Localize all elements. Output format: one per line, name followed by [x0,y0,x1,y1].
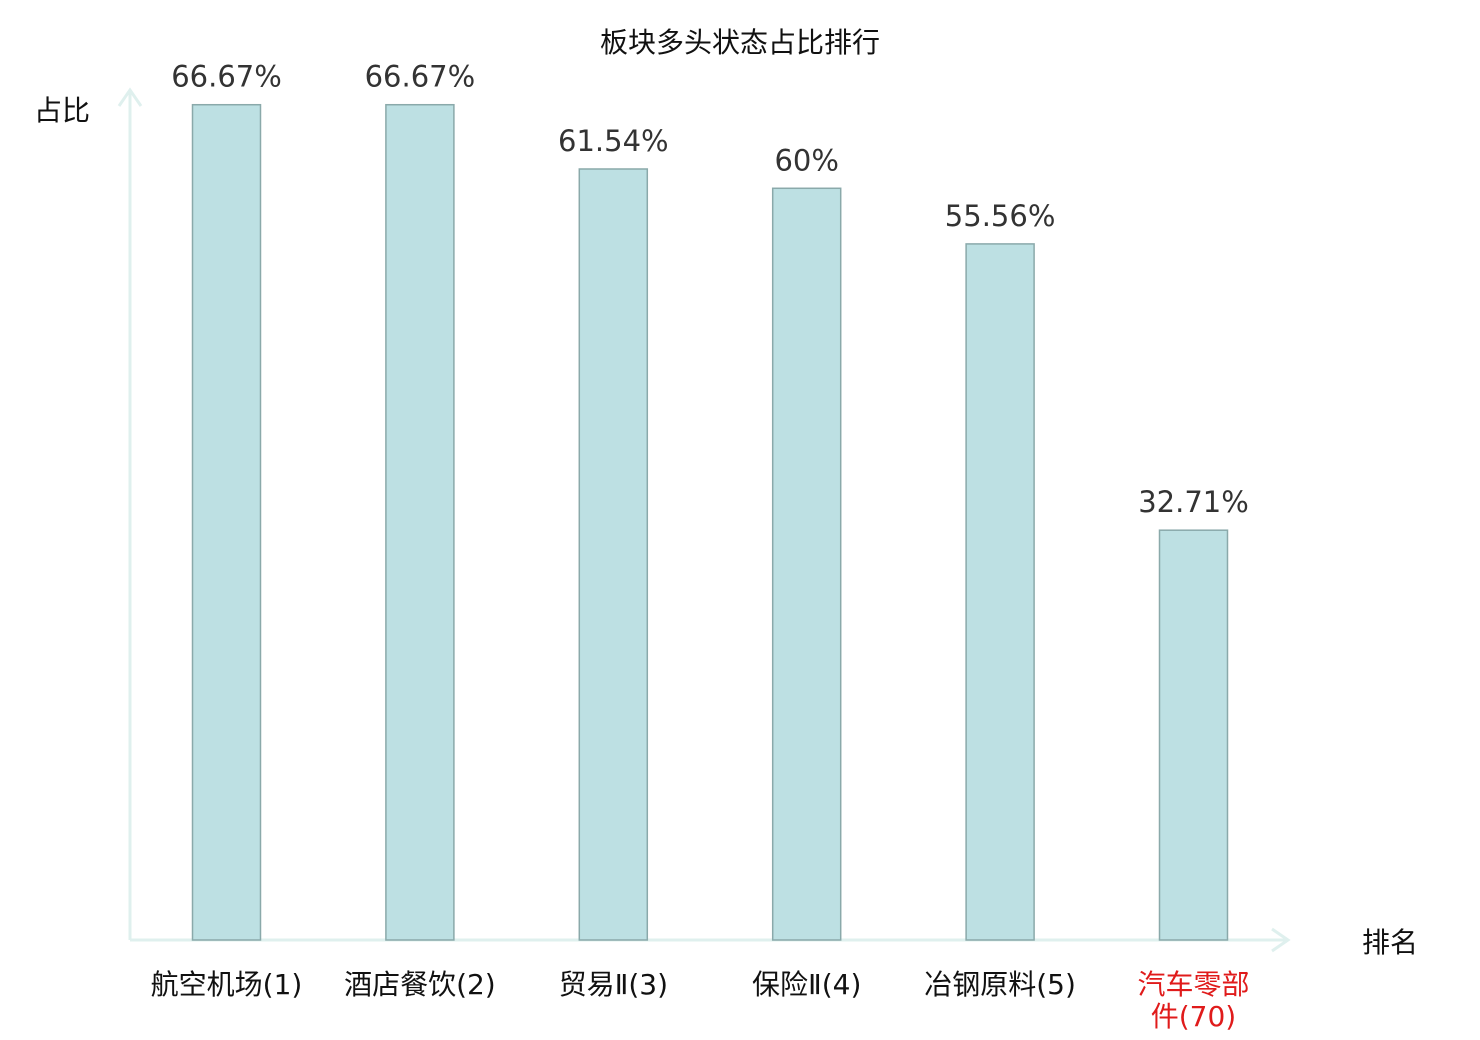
bars-group [191,103,1229,941]
bar-4 [771,187,842,941]
x-axis [130,927,1291,953]
x-tick-label-1: 航空机场(1) [151,968,303,1001]
y-axis [117,87,143,940]
data-label-6: 32.71% [1138,485,1249,519]
chart-title: 板块多头状态占比排行 [600,26,880,59]
data-label-5: 55.56% [945,199,1056,233]
y-axis-label: 占比 [34,94,90,127]
data-label-2: 66.67% [365,60,476,94]
data-label-1: 66.67% [171,60,282,94]
x-tick-labels-group: 航空机场(1) 酒店餐饮(2) 贸易Ⅱ(3) 保险Ⅱ(4) 冶钢原料(5) 汽车零部件(7… [151,968,1250,1033]
x-tick-label-5: 冶钢原料(5) [924,968,1076,1001]
bar-6 [1158,529,1229,941]
x-tick-label-3: 贸易Ⅱ(3) [559,968,668,1001]
data-labels-group: 66.67% 66.67% 61.54% 60% 55.56% 32.71% [171,60,1249,519]
data-label-4: 60% [774,143,838,177]
x-tick-label-4: 保险Ⅱ(4) [752,968,861,1001]
x-tick-label-6: 汽车零部件(70) [1137,968,1249,1033]
bar-2 [385,103,455,941]
bar-5 [965,243,1035,941]
bar-1 [191,103,262,941]
data-label-3: 61.54% [558,124,669,158]
x-axis-label: 排名 [1362,926,1418,959]
x-tick-label-2: 酒店餐饮(2) [344,968,496,1001]
bar-3 [578,168,649,941]
